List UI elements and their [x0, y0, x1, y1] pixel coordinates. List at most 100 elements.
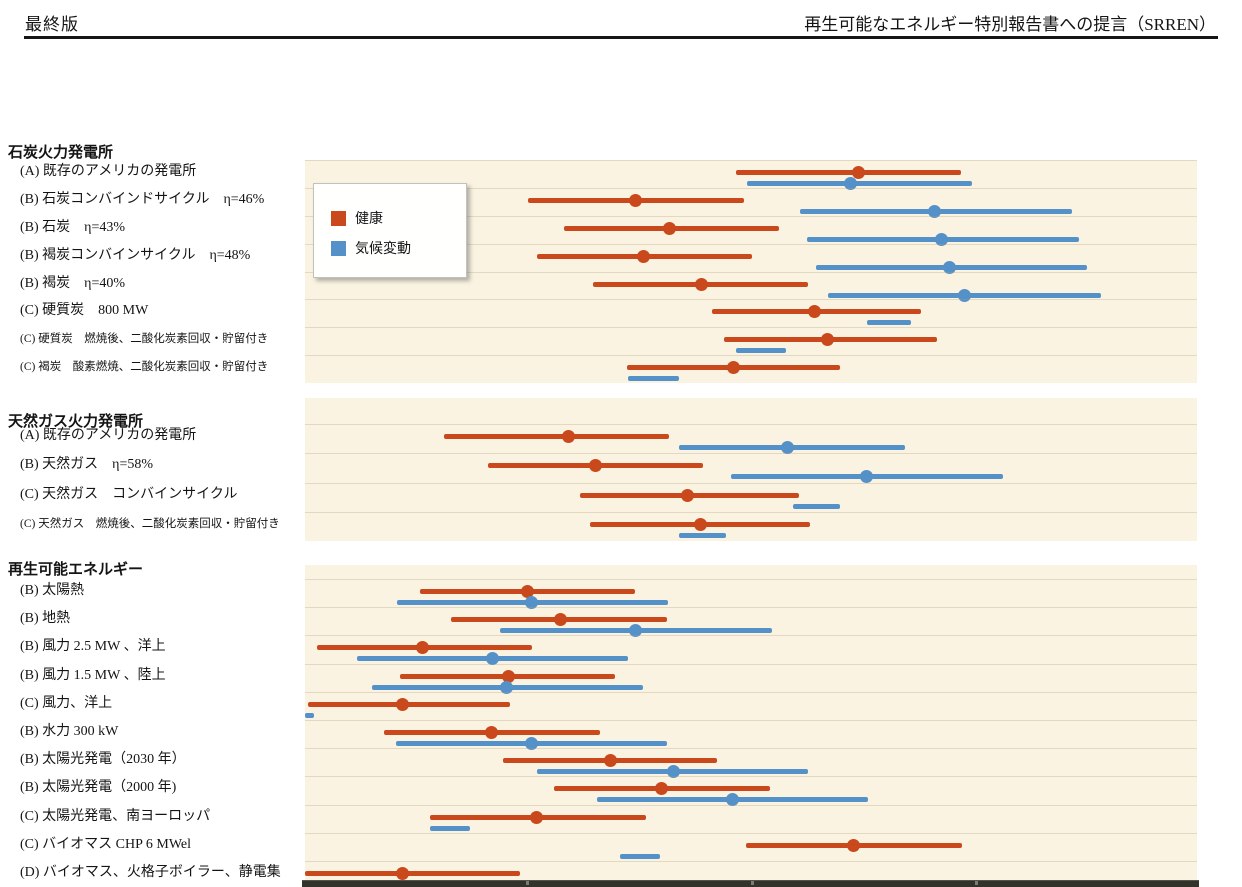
chart-row-band [305, 424, 1197, 454]
climate-dot [485, 652, 499, 666]
row-label: (C) 天然ガス コンバインサイクル [20, 486, 238, 502]
row-label: (B) 風力 2.5 MW 、洋上 [20, 639, 166, 655]
health-dot [655, 782, 669, 796]
health-dot [416, 641, 430, 655]
chart-row-band [305, 804, 1197, 834]
health-dot [821, 333, 835, 347]
chart-row-band [305, 663, 1197, 694]
climate-range-bar [866, 320, 911, 326]
climate-dot [666, 765, 680, 779]
health-dot [553, 613, 567, 627]
chart-row-band [305, 215, 1197, 246]
row-label: (B) 褐炭コンバインサイクル η=48% [20, 247, 251, 263]
health-swatch-icon [331, 210, 346, 226]
chart-row-band [305, 160, 1197, 190]
climate-swatch-icon [331, 240, 346, 256]
climate-dot [957, 288, 971, 302]
header-left-text: 最終版 [25, 15, 79, 34]
row-label: (C) 褐炭 酸素燃焼、二酸化炭素回収・貯留付き [20, 361, 269, 374]
climate-range-bar [792, 503, 841, 509]
chart-row-band [305, 453, 1197, 484]
climate-dot [942, 260, 956, 274]
health-dot [395, 867, 409, 880]
climate-range-bar [429, 825, 470, 831]
chart-row-band [305, 579, 1197, 609]
health-dot [663, 221, 677, 235]
health-range-bar [444, 434, 669, 439]
health-dot [603, 754, 617, 768]
health-range-bar [735, 170, 961, 175]
health-dot [589, 459, 603, 473]
climate-dot [525, 737, 539, 750]
chart-row-band [305, 720, 1197, 750]
health-dot [807, 305, 821, 319]
row-label: (C) 風力、洋上 [20, 695, 113, 711]
climate-range-bar [305, 712, 314, 718]
health-dot [484, 726, 498, 739]
row-label: (C) 太陽光発電、南ヨーロッパ [20, 808, 211, 824]
health-dot [695, 277, 709, 291]
climate-dot [781, 441, 795, 454]
health-dot [726, 361, 740, 375]
chart-row-band [305, 271, 1197, 302]
chart-row-band [305, 691, 1197, 721]
row-label: (A) 既存のアメリカの発電所 [20, 164, 197, 179]
health-dot [395, 697, 409, 711]
chart-row-band [305, 187, 1197, 218]
renewables-plot-area [305, 565, 1197, 882]
row-label: (B) 太陽熱 [20, 583, 85, 598]
row-label: (B) 地熱 [20, 611, 71, 627]
health-range-bar [307, 701, 511, 707]
x-axis-tick [750, 881, 754, 885]
section-title-coal: 石炭火力発電所 [8, 144, 114, 161]
chart-row-band [305, 327, 1197, 356]
row-label: (C) 硬質炭 燃焼後、二酸化炭素回収・貯留付き [20, 333, 269, 346]
header-rule [24, 36, 1218, 39]
health-dot [561, 430, 575, 443]
climate-dot [928, 204, 942, 218]
chart-row-band [305, 832, 1197, 862]
header-title: 再生可能なエネルギー特別報告書への提言（SRREN） [804, 15, 1216, 34]
climate-dot [525, 596, 539, 609]
chart-row-band [305, 482, 1197, 513]
health-dot [520, 585, 534, 598]
climate-dot [843, 177, 857, 190]
climate-range-bar [619, 853, 660, 859]
health-dot [693, 517, 707, 531]
row-label: (C) 硬質炭 800 MW [20, 303, 149, 319]
legend-entry-climate: 気候変動 [331, 240, 411, 257]
row-label: (D) バイオマス、火格子ボイラー、静電集 [20, 865, 281, 880]
health-dot [851, 166, 865, 179]
chart-row-band [305, 776, 1197, 807]
row-label: (A) 既存のアメリカの発電所 [20, 428, 197, 443]
section-title-gas: 天然ガス火力発電所 [8, 413, 144, 430]
chart-row-band [305, 861, 1197, 887]
chart-row-band [305, 748, 1197, 779]
chart-legend: 健康 気候変動 [313, 183, 467, 278]
health-dot [681, 488, 695, 502]
row-label: (C) バイオマス CHP 6 MWel [20, 836, 192, 852]
x-axis-tick [974, 881, 978, 885]
gas-plot-area [305, 398, 1197, 541]
climate-range-bar [735, 348, 786, 354]
chart-row-band [305, 511, 1197, 542]
section-title-renewables: 再生可能エネルギー [8, 561, 144, 578]
row-label: (B) 石炭 η=43% [20, 219, 126, 235]
legend-label-health: 健康 [355, 212, 383, 227]
health-dot [501, 669, 515, 683]
legend-entry-health: 健康 [331, 210, 383, 227]
chart-row-band [305, 355, 1197, 384]
row-label: (B) 石炭コンバインドサイクル η=46% [20, 191, 265, 207]
x-axis-bar [302, 880, 1199, 887]
climate-range-bar [747, 181, 973, 186]
climate-dot [725, 793, 739, 807]
climate-dot [935, 232, 949, 246]
health-range-bar [305, 871, 520, 876]
chart-row-band [305, 299, 1197, 328]
row-label: (B) 水力 300 kW [20, 724, 119, 739]
climate-range-bar [627, 376, 679, 382]
legend-label-climate: 気候変動 [355, 242, 411, 257]
chart-row-band [305, 607, 1197, 638]
health-dot [628, 193, 642, 207]
